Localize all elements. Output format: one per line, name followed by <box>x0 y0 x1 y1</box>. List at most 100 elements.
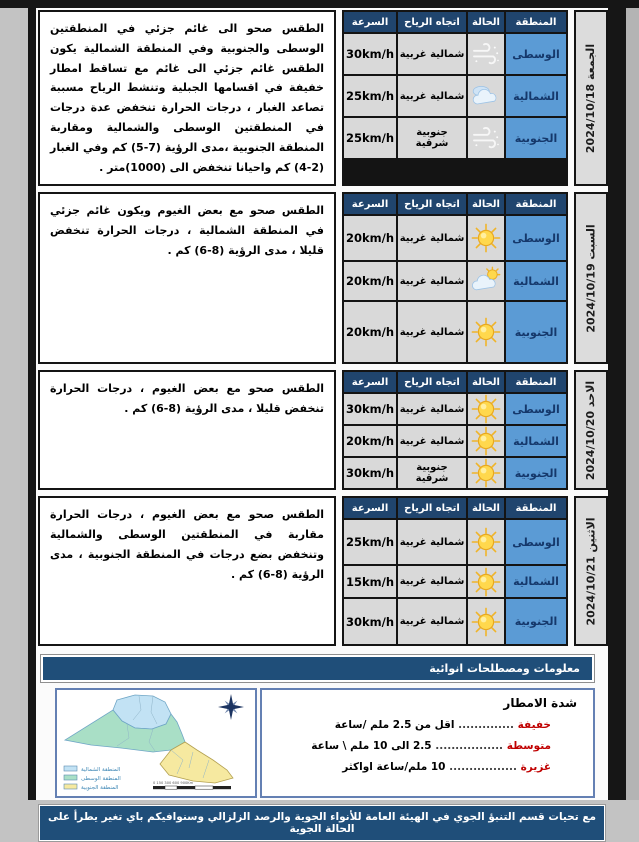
region-cell: الشمالية <box>506 566 566 598</box>
map-region-central <box>63 709 186 753</box>
dots-leader: .............. <box>458 719 514 732</box>
wind-dust-icon <box>468 118 504 158</box>
footer-greeting-text: مع تحيات قسم التنبؤ الجوي في الهيئة العا… <box>40 806 604 841</box>
wind-speed-cell: 25km/h <box>344 118 396 158</box>
col-header-wind: اتجاه الرياح <box>398 498 466 519</box>
wind-direction-cell: شمالية غربية <box>398 394 466 425</box>
rain-level-label: غزيرة <box>520 761 551 774</box>
col-header-condition: الحالة <box>468 372 504 393</box>
region-cell: الوسطى <box>506 394 566 425</box>
legend-section: المنطقة الشمالية المنطقة الوسطى المنطقة … <box>55 688 595 799</box>
scan-border-top <box>0 0 639 8</box>
forecast-description: الطقس صحو مع بعض الغيوم ، درجات الحرارة … <box>38 370 336 491</box>
legend-swatch-north <box>63 766 78 772</box>
legend-label-south: المنطقة الجنوبية <box>81 785 119 791</box>
wind-direction-cell: شمالية غربية <box>398 520 466 565</box>
col-header-region: المنطقة <box>506 372 566 393</box>
col-header-speed: السرعة <box>344 498 396 519</box>
wind-direction-cell: شمالية غربية <box>398 76 466 116</box>
wind-direction-cell: شمالية غربية <box>398 426 466 457</box>
forecast-grid: المنطقة الحالة اتجاه الرياح السرعة الوسط… <box>342 10 568 187</box>
compass-rose-icon <box>218 694 244 721</box>
wind-direction-cell: شمالية غربية <box>398 34 466 74</box>
forecast-day-block-sunday: الاحد 2024/10/20 المنطقة الحالة اتجاه ال… <box>38 370 608 491</box>
sunny-icon <box>468 302 504 363</box>
date-column: الجمعة 2024/10/18 <box>574 10 608 187</box>
wind-direction-cell: جنوبية شرقية <box>398 118 466 158</box>
region-cell: الشمالية <box>506 426 566 457</box>
forecast-grid: المنطقة الحالة اتجاه الرياح السرعة الوسط… <box>342 192 568 365</box>
map-region-south <box>159 741 234 784</box>
wind-speed-cell: 15km/h <box>344 566 396 598</box>
col-header-condition: الحالة <box>468 12 504 32</box>
region-cell: الجنوبية <box>506 599 566 645</box>
scan-border-left <box>28 8 36 800</box>
forecast-description: الطقس صحو مع بعض الغيوم ، درجات الحرارة … <box>38 496 336 647</box>
weather-bulletin-page: الجمعة 2024/10/18 المنطقة الحالة اتجاه ا… <box>36 8 608 842</box>
date-label: الجمعة 2024/10/18 <box>584 43 598 153</box>
region-cell: الشمالية <box>506 262 566 301</box>
wind-speed-cell: 30km/h <box>344 394 396 425</box>
wind-speed-cell: 20km/h <box>344 262 396 301</box>
wind-speed-cell: 20km/h <box>344 302 396 363</box>
wind-speed-cell: 25km/h <box>344 520 396 565</box>
scan-border-right <box>608 8 626 800</box>
rain-level-value: اقل من 2.5 ملم /ساعة <box>334 719 455 732</box>
forecast-day-block-monday: الاثنين 2024/10/21 المنطقة الحالة اتجاه … <box>38 496 608 647</box>
map-legend: المنطقة الشمالية المنطقة الوسطى المنطقة … <box>63 766 121 791</box>
col-header-wind: اتجاه الرياح <box>398 194 466 215</box>
forecast-description: الطقس صحو الى غائم جزئي في المنطقتين الو… <box>38 10 336 187</box>
wind-direction-cell: شمالية غربية <box>398 566 466 598</box>
wind-direction-cell: شمالية غربية <box>398 599 466 645</box>
sunny-icon <box>468 566 504 598</box>
col-header-region: المنطقة <box>506 12 566 32</box>
cloudy-icon <box>468 76 504 116</box>
wind-speed-cell: 30km/h <box>344 458 396 489</box>
wind-speed-cell: 25km/h <box>344 76 396 116</box>
col-header-speed: السرعة <box>344 12 396 32</box>
region-cell: الجنوبية <box>506 458 566 489</box>
dots-leader: ................. <box>435 740 504 753</box>
info-bar-title: معلومات ومصطلحات انوائية <box>43 657 592 681</box>
legend-swatch-central <box>63 775 78 781</box>
date-column: الاحد 2024/10/20 <box>574 370 608 491</box>
scan-edge-right <box>626 8 639 800</box>
rain-intensity-box: شدة الامطار خفيفة .............. اقل من … <box>260 688 595 799</box>
col-header-condition: الحالة <box>468 498 504 519</box>
col-header-wind: اتجاه الرياح <box>398 12 466 32</box>
sunny-icon <box>468 520 504 565</box>
region-cell: الجنوبية <box>506 118 566 158</box>
forecast-grid: المنطقة الحالة اتجاه الرياح السرعة الوسط… <box>342 496 568 647</box>
rain-intensity-heavy: غزيرة ................. 10 ملم/ساعة اواك… <box>276 761 551 773</box>
footer-frame: مع تحيات قسم التنبؤ الجوي في الهيئة العا… <box>38 804 606 842</box>
region-cell: الشمالية <box>506 76 566 116</box>
map-internal-borders <box>116 696 210 779</box>
rain-level-label: خفيفة <box>517 719 551 732</box>
wind-speed-cell: 20km/h <box>344 426 396 457</box>
forecast-day-block-friday: الجمعة 2024/10/18 المنطقة الحالة اتجاه ا… <box>38 10 608 187</box>
sunny-icon <box>468 599 504 645</box>
date-label: الاثنين 2024/10/21 <box>584 517 598 626</box>
legend-label-north: المنطقة الشمالية <box>81 767 121 773</box>
date-column: الاثنين 2024/10/21 <box>574 496 608 647</box>
rain-level-label: متوسطة <box>506 740 551 753</box>
forecast-day-block-saturday: السبت 2024/10/19 المنطقة الحالة اتجاه ال… <box>38 192 608 365</box>
rain-level-value: 2.5 الى 10 ملم \ ساعة <box>311 740 432 753</box>
dots-leader: ................. <box>449 761 517 774</box>
scale-label: 0 150 300 600 900Km <box>153 781 194 785</box>
region-cell: الوسطى <box>506 34 566 74</box>
col-header-region: المنطقة <box>506 194 566 215</box>
info-bar-frame: معلومات ومصطلحات انوائية <box>40 654 595 684</box>
col-header-speed: السرعة <box>344 372 396 393</box>
map-scale-bar: 0 150 300 600 900Km <box>153 781 231 790</box>
forecast-description: الطقس صحو مع بعض الغيوم ويكون غائم جزئي … <box>38 192 336 365</box>
wind-direction-cell: شمالية غربية <box>398 216 466 261</box>
col-header-speed: السرعة <box>344 194 396 215</box>
legend-label-central: المنطقة الوسطى <box>81 776 121 782</box>
wind-direction-cell: جنوبية شرقية <box>398 458 466 489</box>
rain-level-value: 10 ملم/ساعة اواكثر <box>342 761 446 774</box>
wind-speed-cell: 20km/h <box>344 216 396 261</box>
sunny-icon <box>468 426 504 457</box>
forecast-grid: المنطقة الحالة اتجاه الرياح السرعة الوسط… <box>342 370 568 491</box>
region-cell: الوسطى <box>506 216 566 261</box>
